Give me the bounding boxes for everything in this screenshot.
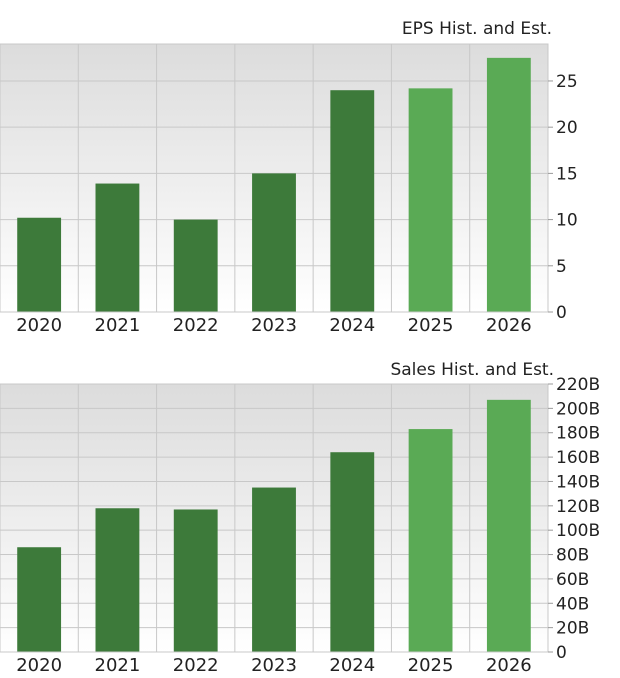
sales-ytick-label: 160B: [556, 448, 600, 468]
sales-bar-2025: [408, 429, 453, 652]
sales-xtick-label: 2024: [329, 655, 375, 676]
sales-xtick-label: 2026: [486, 655, 532, 676]
sales-bar-2022: [173, 509, 218, 652]
sales-bars: [17, 399, 531, 652]
eps-bar-2021: [95, 183, 140, 312]
eps-bar-2024: [330, 90, 375, 312]
sales-ytick-label: 80B: [556, 546, 589, 566]
sales-ytick-label: 180B: [556, 424, 600, 444]
eps-xtick-label: 2022: [173, 315, 219, 336]
sales-ytick-label: 0: [556, 643, 567, 663]
eps-ytick-label: 15: [556, 164, 578, 184]
sales-bar-2026: [486, 399, 531, 652]
eps-chart-title: EPS Hist. and Est.: [402, 19, 552, 39]
sales-bar-2021: [95, 508, 140, 652]
sales-xtick-label: 2022: [173, 655, 219, 676]
sales-bar-2024: [330, 452, 375, 652]
sales-ytick-label: 100B: [556, 521, 600, 541]
sales-x-axis: 2020 2021 2022 2023 2024 2025 2026: [16, 655, 532, 676]
eps-bar-2026: [486, 57, 531, 313]
sales-ytick-label: 40B: [556, 594, 589, 614]
eps-bar-2023: [252, 173, 296, 312]
sales-xtick-label: 2020: [16, 655, 62, 676]
sales-ytick-label: 140B: [556, 472, 600, 492]
eps-ytick-label: 0: [556, 303, 567, 323]
sales-xtick-label: 2023: [251, 655, 297, 676]
sales-plot-border: [0, 383, 549, 653]
sales-ytick-label: 200B: [556, 399, 600, 419]
sales-chart: Sales Hist. and Est. 0 20B 40B 60B 80B 100B 12…: [0, 360, 600, 676]
sales-xtick-label: 2021: [95, 655, 141, 676]
sales-y-axis: 0 20B 40B 60B 80B 100B 120B 140B 160B 180B 200B 220…: [548, 375, 600, 663]
eps-xtick-label: 2024: [329, 315, 375, 336]
eps-bar-2020: [17, 217, 62, 312]
eps-ytick-label: 5: [556, 257, 567, 277]
eps-ytick-label: 25: [556, 72, 578, 92]
eps-ytick-label: 10: [556, 211, 578, 231]
sales-bar-2020: [17, 547, 62, 652]
sales-chart-title: Sales Hist. and Est.: [390, 360, 554, 380]
eps-plot-border: [0, 43, 549, 313]
eps-bar-2022: [173, 219, 218, 312]
sales-bar-2023: [252, 487, 296, 652]
eps-xtick-label: 2021: [95, 315, 141, 336]
eps-ytick-label: 20: [556, 118, 578, 138]
eps-bar-2025: [408, 88, 453, 313]
eps-xtick-label: 2025: [408, 315, 454, 336]
eps-xtick-label: 2026: [486, 315, 532, 336]
eps-x-axis: 2020 2021 2022 2023 2024 2025 2026: [16, 315, 532, 336]
sales-ytick-label: 20B: [556, 619, 589, 639]
sales-xtick-label: 2025: [408, 655, 454, 676]
sales-ytick-label: 220B: [556, 375, 600, 395]
sales-ytick-label: 120B: [556, 497, 600, 517]
eps-xtick-label: 2020: [16, 315, 62, 336]
eps-xtick-label: 2023: [251, 315, 297, 336]
eps-y-axis: 0 5 10 15 20 25: [548, 72, 578, 323]
eps-bars: [17, 57, 531, 313]
sales-ytick-label: 60B: [556, 570, 589, 590]
